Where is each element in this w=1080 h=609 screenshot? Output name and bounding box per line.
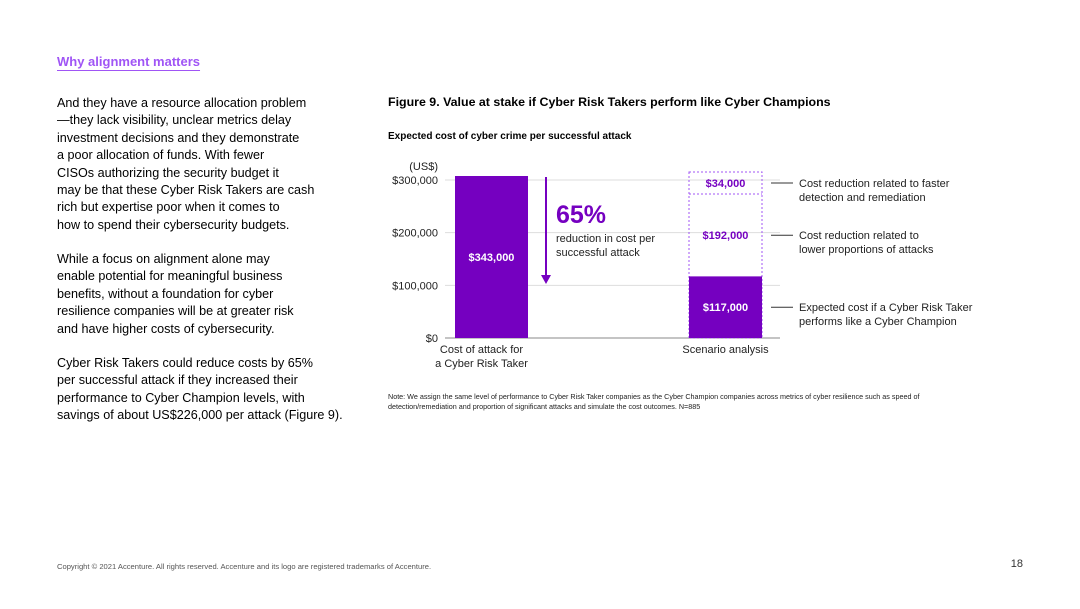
bar-cost-of-attack [455,176,528,338]
segment-annotation: detection and remediation [799,192,926,204]
body-line: resilience companies will be at greater … [57,304,294,319]
y-unit-label: (US$) [409,161,438,173]
body-line: While a focus on alignment alone may [57,252,270,266]
figure-subtitle: Expected cost of cyber crime per success… [388,131,632,142]
body-paragraph-2: While a focus on alignment alone may enab… [57,251,357,338]
body-line: rich but expertise poor when it comes to [57,200,280,215]
cost-bar-chart: $0 $100,000 $200,000 $300,000 (US$) $343,000 6… [392,161,973,370]
body-line: investment decisions and they demonstrat… [57,130,300,145]
body-line: Cyber Risk Takers could reduce costs by … [57,356,313,370]
segment-annotation: Cost reduction related to faster [799,178,950,190]
x-category-label: a Cyber Risk Taker [435,358,528,370]
body-line: benefits, without a foundation for cyber [57,286,274,301]
segment-value-label: $34,000 [706,178,746,190]
page-number: 18 [1010,558,1023,570]
body-line: how to spend their cybersecurity budgets… [57,217,290,232]
copyright-footer: Copyright © 2021 Accenture. All rights r… [57,562,432,571]
body-line: and have higher costs of cybersecurity. [57,321,275,336]
body-paragraph-1: And they have a resource allocation prob… [57,95,357,234]
segment-annotation: lower proportions of attacks [799,244,934,256]
x-category-label: Cost of attack for [440,344,523,356]
bar-value-label: $117,000 [703,302,748,314]
x-category-label: Scenario analysis [682,344,769,356]
y-tick-label: $200,000 [392,228,438,240]
reduction-text: successful attack [556,247,640,259]
segment-value-label: $192,000 [703,230,749,242]
body-line: CISOs authorizing the security budget it [57,165,279,180]
figure-title: Figure 9. Value at stake if Cyber Risk T… [388,95,831,109]
body-line: performance to Cyber Champion levels, wi… [57,390,305,405]
body-line: a poor allocation of funds. With fewer [57,148,265,163]
reduction-percentage: 65% [556,201,606,229]
body-line: enable potential for meaningful business [57,269,283,284]
figure-note: Note: We assign the same level of perfor… [388,392,920,411]
body-paragraph-3: Cyber Risk Takers could reduce costs by … [57,355,357,425]
bar-expected-cost [689,276,762,338]
reduction-text: reduction in cost per [556,233,655,245]
scenario-outline [688,171,763,339]
reduction-arrow-head [541,275,551,284]
section-link-why-alignment[interactable]: Why alignment matters [57,54,201,69]
body-line: And they have a resource allocation prob… [57,96,307,110]
body-line: may be that these Cyber Risk Takers are … [57,183,315,198]
segment-annotation: performs like a Cyber Champion [799,316,957,328]
body-line: per successful attack if they increased … [57,373,298,388]
body-line: —they lack visibility, unclear metrics d… [57,113,292,128]
y-tick-label: $100,000 [392,280,438,292]
segment-annotation: Cost reduction related to [799,230,919,242]
bar-value-label: $343,000 [469,252,515,264]
y-tick-label: $0 [426,333,438,345]
y-tick-label: $300,000 [392,175,438,187]
segment-annotation: Expected cost if a Cyber Risk Taker [799,302,973,314]
body-line: savings of about US$226,000 per attack (… [57,408,343,423]
